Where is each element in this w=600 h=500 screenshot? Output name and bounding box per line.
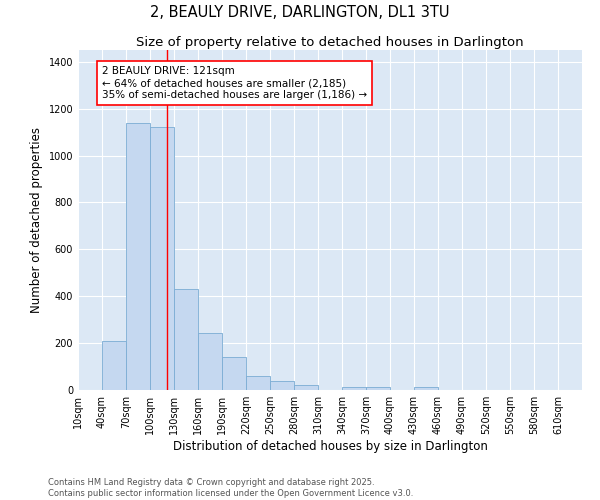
Text: Contains HM Land Registry data © Crown copyright and database right 2025.
Contai: Contains HM Land Registry data © Crown c… — [48, 478, 413, 498]
Bar — [366, 387, 390, 390]
X-axis label: Distribution of detached houses by size in Darlington: Distribution of detached houses by size … — [173, 440, 487, 453]
Bar — [294, 386, 318, 390]
Title: Size of property relative to detached houses in Darlington: Size of property relative to detached ho… — [136, 36, 524, 49]
Bar — [270, 380, 294, 390]
Bar — [246, 376, 270, 390]
Bar — [414, 387, 438, 390]
Bar — [102, 341, 126, 390]
Bar — [342, 387, 366, 390]
Bar — [174, 289, 198, 390]
Bar — [222, 357, 246, 390]
Text: 2 BEAULY DRIVE: 121sqm
← 64% of detached houses are smaller (2,185)
35% of semi-: 2 BEAULY DRIVE: 121sqm ← 64% of detached… — [102, 66, 367, 100]
Bar — [126, 122, 150, 390]
Text: 2, BEAULY DRIVE, DARLINGTON, DL1 3TU: 2, BEAULY DRIVE, DARLINGTON, DL1 3TU — [150, 5, 450, 20]
Y-axis label: Number of detached properties: Number of detached properties — [30, 127, 43, 313]
Bar — [150, 128, 174, 390]
Bar — [198, 334, 222, 390]
